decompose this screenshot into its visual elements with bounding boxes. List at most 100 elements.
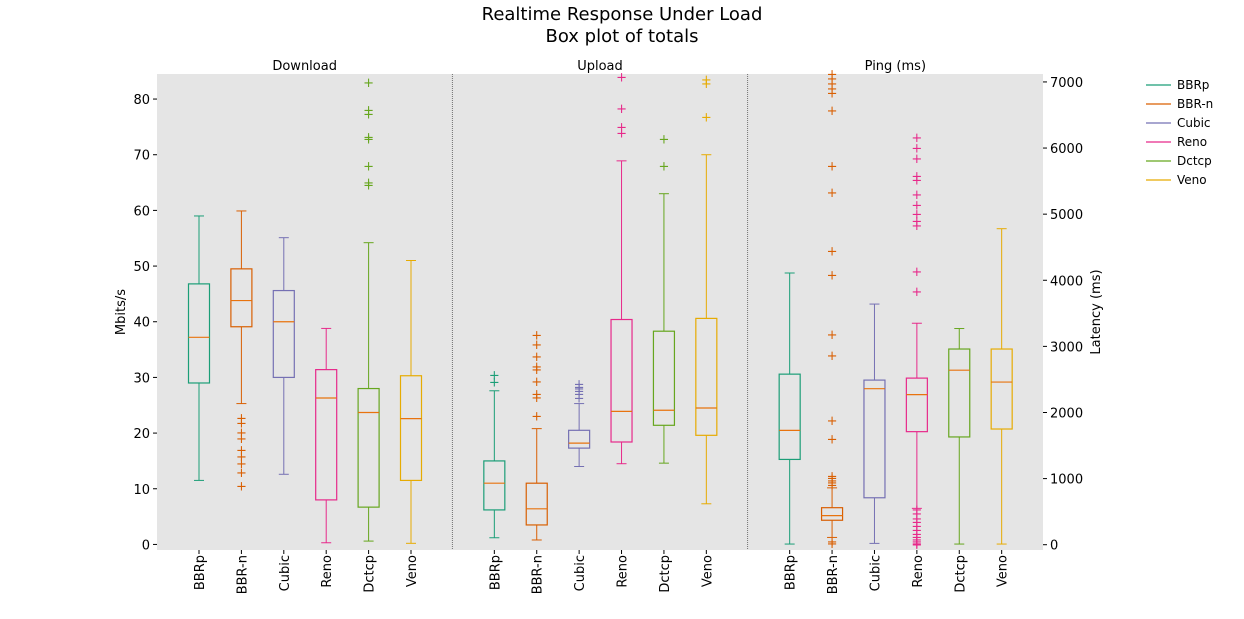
outlier-marker: +	[911, 131, 922, 146]
left-axis-tick-label: 80	[133, 93, 150, 108]
outlier-marker: +	[827, 72, 838, 87]
outlier-marker: +	[827, 77, 838, 92]
right-axis-tick-label: 1000	[1050, 473, 1083, 488]
panel-title: Upload	[577, 59, 623, 74]
outlier-marker: +	[574, 382, 585, 397]
outlier-marker: +	[701, 73, 712, 88]
legend-label: Veno	[1177, 173, 1207, 187]
box-iqr	[695, 317, 718, 436]
outlier-marker: +	[827, 159, 838, 174]
outlier-marker: +	[531, 350, 542, 365]
left-axis-tick-label: 20	[133, 427, 150, 442]
outlier-marker: +	[236, 479, 247, 494]
right-axis-tick-label: 3000	[1050, 340, 1083, 355]
outlier-marker: +	[911, 169, 922, 184]
outlier-marker: +	[701, 77, 712, 92]
outlier-marker: +	[236, 426, 247, 441]
outlier-marker: +	[363, 159, 374, 174]
x-axis-tick-label: BBRp	[488, 555, 503, 590]
box-iqr	[820, 507, 844, 521]
box-iqr	[778, 373, 801, 461]
outlier-marker: +	[827, 87, 838, 102]
outlier-marker: +	[827, 245, 838, 260]
outlier-marker: +	[911, 537, 922, 552]
outlier-marker: +	[911, 524, 922, 539]
outlier-marker: +	[616, 120, 627, 135]
x-axis-tick-label: Cubic	[278, 555, 293, 591]
x-axis-tick-label: Cubic	[573, 555, 588, 591]
x-axis-tick-label: BBR-n	[531, 555, 546, 594]
outlier-marker: +	[531, 338, 542, 353]
box-iqr	[610, 318, 633, 443]
x-axis-tick-label: Dctcp	[953, 555, 968, 593]
left-axis-tick-label: 40	[133, 316, 150, 331]
outlier-marker: +	[827, 268, 838, 283]
outlier-marker: +	[531, 375, 542, 390]
outlier-marker: +	[574, 392, 585, 407]
outlier-marker: +	[363, 130, 374, 145]
outlier-marker: +	[911, 520, 922, 535]
outlier-marker: +	[363, 176, 374, 191]
x-axis-tick-label: Dctcp	[658, 555, 673, 593]
panel-title: Ping (ms)	[865, 59, 926, 74]
box-iqr	[905, 377, 928, 433]
x-axis-tick-label: Veno	[405, 555, 420, 587]
plot-background	[157, 74, 1043, 550]
legend-label: Dctcp	[1177, 154, 1212, 168]
x-axis-tick-label: Cubic	[868, 555, 883, 591]
x-axis-tick-label: Reno	[911, 555, 926, 588]
outlier-marker: +	[827, 474, 838, 489]
outlier-marker: +	[531, 363, 542, 378]
box-iqr	[272, 289, 295, 379]
outlier-marker: +	[531, 329, 542, 344]
x-axis-tick-label: Veno	[996, 555, 1011, 587]
outlier-marker: +	[827, 104, 838, 119]
outlier-marker: +	[827, 537, 838, 552]
outlier-marker: +	[827, 476, 838, 491]
outlier-marker: +	[658, 159, 669, 174]
outlier-marker: +	[827, 68, 838, 83]
outlier-marker: +	[911, 507, 922, 522]
outlier-marker: +	[827, 328, 838, 343]
outlier-marker: +	[911, 530, 922, 545]
outlier-marker: +	[531, 409, 542, 424]
outlier-marker: +	[827, 82, 838, 97]
outlier-marker: +	[574, 378, 585, 393]
outlier-marker: +	[363, 104, 374, 119]
box-iqr	[230, 268, 253, 328]
outlier-marker: +	[911, 198, 922, 213]
outlier-marker: +	[827, 349, 838, 364]
box-iqr	[948, 348, 971, 438]
outlier-marker: +	[531, 360, 542, 375]
x-axis-tick-label: BBRp	[784, 555, 799, 590]
outlier-marker: +	[911, 535, 922, 550]
x-axis-tick-label: BBR-n	[235, 555, 250, 594]
left-axis-tick-label: 50	[133, 260, 150, 275]
chart-title-line-1: Realtime Response Under Load	[482, 4, 763, 25]
left-axis-tick-label: 10	[133, 483, 150, 498]
outlier-marker: +	[911, 214, 922, 229]
outlier-marker: +	[911, 285, 922, 300]
outlier-marker: +	[827, 479, 838, 494]
right-axis-tick-label: 0	[1050, 539, 1058, 554]
outlier-marker: +	[911, 503, 922, 518]
outlier-marker: +	[911, 265, 922, 280]
outlier-marker: +	[531, 388, 542, 403]
legend-label: Cubic	[1177, 116, 1211, 130]
legend-label: BBR-n	[1177, 97, 1213, 111]
right-axis-tick-label: 2000	[1050, 406, 1083, 421]
right-axis-tick-label: 4000	[1050, 274, 1083, 289]
outlier-marker: +	[911, 512, 922, 527]
outlier-marker: +	[531, 391, 542, 406]
legend-label: BBRp	[1177, 78, 1209, 92]
outlier-marker: +	[236, 457, 247, 472]
box-iqr	[863, 379, 886, 499]
box-iqr	[187, 283, 211, 384]
outlier-marker: +	[574, 388, 585, 403]
outlier-marker: +	[827, 432, 838, 447]
outlier-marker: +	[363, 178, 374, 193]
outlier-marker: +	[911, 516, 922, 531]
box-iqr	[568, 429, 591, 449]
outlier-marker: +	[701, 110, 712, 125]
